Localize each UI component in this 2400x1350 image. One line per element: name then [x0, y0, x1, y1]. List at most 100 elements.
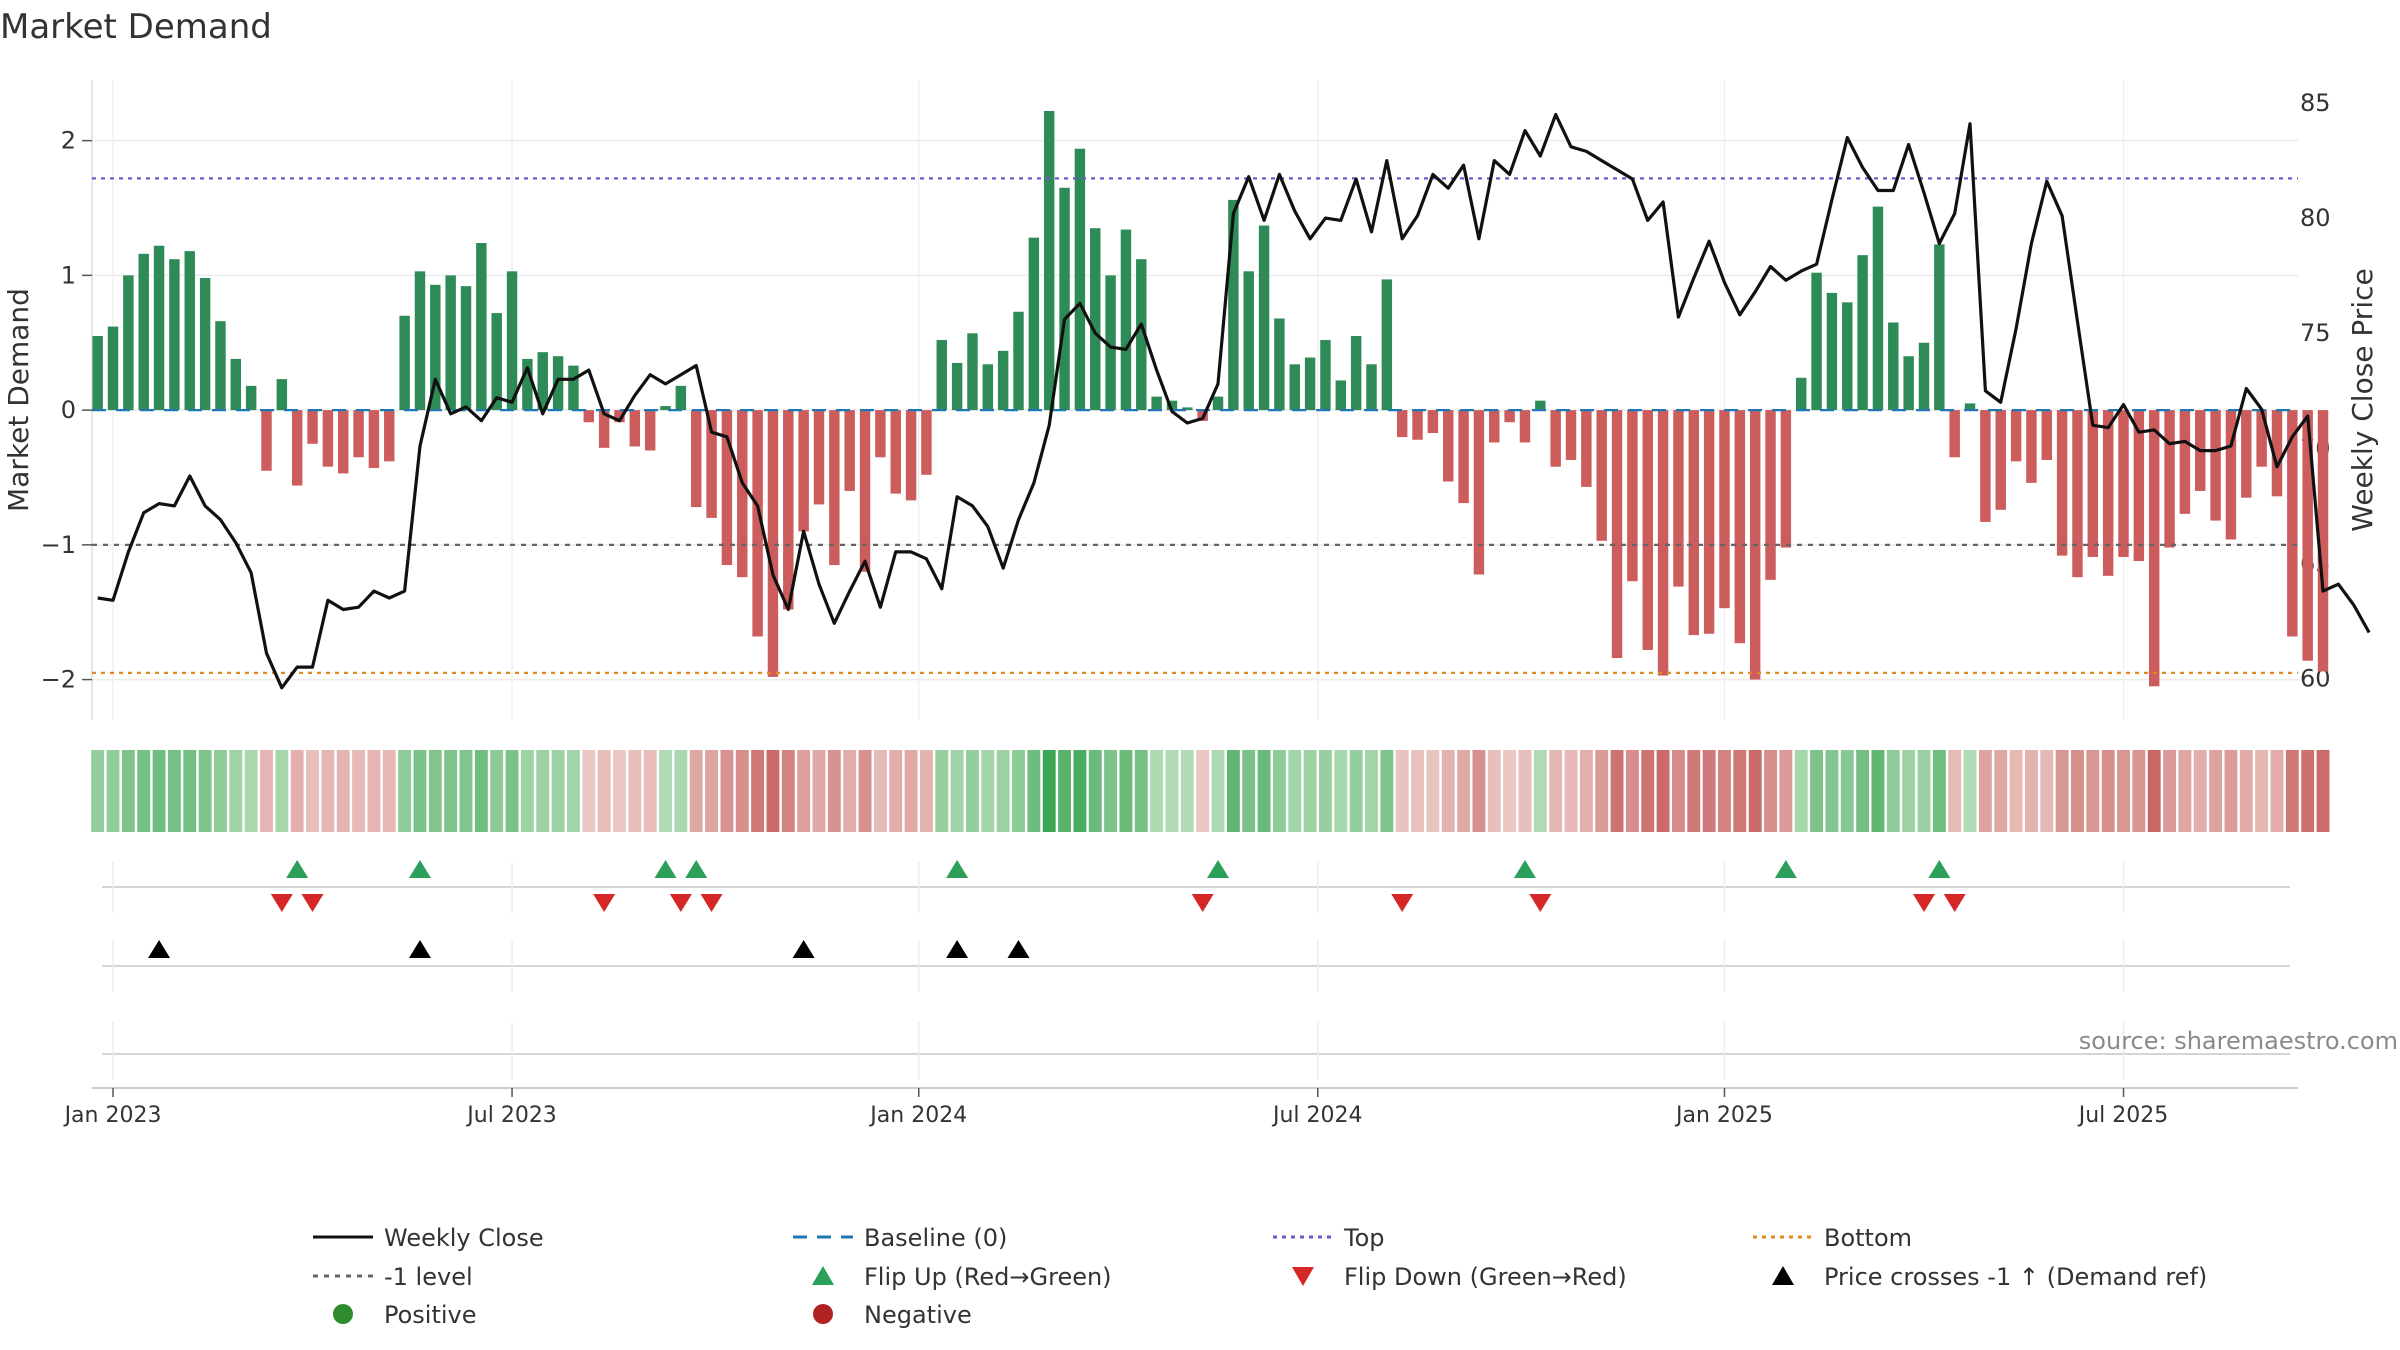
x-tick-label: Jul 2023: [465, 1103, 557, 1128]
positive-demand-bar: [230, 358, 242, 411]
positive-demand-bar: [982, 364, 994, 411]
positive-demand-bar: [1074, 148, 1086, 411]
legend-swatch: [333, 1304, 353, 1324]
negative-demand-bar: [2118, 410, 2129, 557]
negative-demand-bar: [261, 410, 272, 471]
positive-demand-bar: [660, 406, 671, 411]
heat-cell: [996, 750, 1010, 832]
heat-cell: [1886, 750, 1900, 832]
demand-heat-strip: [91, 750, 2330, 832]
y-tick-label: 0: [61, 396, 76, 424]
negative-demand-bar: [905, 410, 917, 501]
negative-demand-bar: [307, 410, 318, 444]
legend-label: Bottom: [1824, 1224, 1912, 1252]
negative-demand-bar: [2210, 410, 2221, 521]
flip-up-marker: [946, 860, 969, 878]
negative-demand-bar: [2102, 410, 2114, 576]
price-cross-marker: [408, 940, 431, 958]
positive-demand-bar: [107, 326, 119, 411]
heat-cell: [2009, 750, 2023, 832]
negative-demand-bar: [1443, 410, 1454, 482]
negative-demand-bar: [368, 410, 380, 469]
heat-cell: [1104, 750, 1118, 832]
negative-demand-bar: [1427, 410, 1439, 434]
positive-demand-bar: [1090, 228, 1101, 411]
heat-cell: [1871, 750, 1885, 832]
negative-demand-bar: [1642, 410, 1653, 650]
legend-item: Flip Up (Red→Green): [812, 1263, 1112, 1291]
negative-demand-bar: [1396, 410, 1408, 438]
heat-cell: [1073, 750, 1087, 832]
heat-cell: [2086, 750, 2100, 832]
heat-cell: [827, 750, 841, 832]
positive-demand-bar: [1243, 271, 1254, 411]
positive-demand-bar: [153, 245, 165, 411]
flip-down-marker: [593, 894, 616, 912]
legend-swatch: [1292, 1267, 1314, 1286]
heat-cell: [1457, 750, 1471, 832]
heat-cell: [2193, 750, 2207, 832]
heat-cell: [966, 750, 979, 832]
source-note: source: sharemaestro.com: [2079, 1027, 2398, 1055]
legend-label: Positive: [384, 1301, 477, 1329]
heat-cell: [873, 750, 887, 832]
heat-cell: [1211, 750, 1225, 832]
negative-demand-bar: [2133, 410, 2145, 562]
negative-demand-bar: [2271, 410, 2283, 497]
heat-cell: [1027, 750, 1041, 832]
legend-swatch: [813, 1304, 833, 1324]
positive-demand-bar: [1151, 396, 1162, 411]
flip-down-marker: [301, 894, 324, 912]
heat-cell: [1518, 750, 1532, 832]
flip-up-marker: [1774, 860, 1797, 878]
y-axis-label: Market Demand: [2, 288, 35, 512]
negative-demand-bar: [690, 410, 702, 508]
negative-demand-bar: [583, 410, 595, 423]
heat-cell: [1303, 750, 1317, 832]
heat-cell: [1088, 750, 1102, 832]
legend-item: Top: [1273, 1224, 1385, 1252]
positive-demand-bar: [1934, 244, 1945, 411]
heat-cell: [1656, 750, 1670, 832]
heat-cell: [1012, 750, 1025, 832]
heat-cell: [597, 750, 611, 832]
price-cross-marker: [1007, 940, 1030, 958]
heat-cell: [2255, 750, 2269, 832]
negative-demand-bar: [2225, 410, 2237, 540]
heat-cell: [1150, 750, 1164, 832]
heat-cell: [2071, 750, 2084, 832]
heat-cell: [674, 750, 688, 832]
positive-demand-bar: [399, 315, 410, 411]
positive-demand-bar: [123, 275, 134, 411]
flip-down-marker: [1529, 894, 1552, 912]
negative-demand-bar: [2179, 410, 2191, 514]
legend: Weekly Close Baseline (0) Top Bottom -1 leve…: [313, 1224, 2207, 1329]
heat-cell: [1319, 750, 1332, 832]
heat-cell: [459, 750, 473, 832]
flip-up-marker: [1207, 860, 1230, 878]
heat-cell: [2117, 750, 2130, 832]
heat-cell: [1702, 750, 1716, 832]
legend-label: Flip Up (Red→Green): [864, 1263, 1112, 1291]
positive-demand-bar: [1366, 364, 1377, 411]
price-cross-marker: [946, 940, 969, 958]
negative-demand-bar: [1412, 410, 1423, 440]
positive-demand-bar: [169, 259, 180, 411]
positive-demand-bar: [1918, 342, 1930, 411]
negative-demand-bar: [1703, 410, 1715, 634]
positive-demand-bar: [460, 286, 472, 411]
heat-cell: [1441, 750, 1455, 832]
y-tick-label: 2: [61, 127, 76, 155]
positive-demand-bar: [675, 385, 687, 411]
heat-cell: [2147, 750, 2161, 832]
y2-tick-label: 85: [2300, 89, 2331, 117]
heat-cell: [858, 750, 872, 832]
positive-demand-bar: [1535, 400, 1546, 411]
heat-cell: [1042, 750, 1056, 832]
positive-demand-bar: [445, 275, 456, 411]
heat-cell: [2316, 750, 2330, 832]
positive-demand-bar: [1043, 110, 1055, 411]
negative-demand-bar: [1627, 410, 1638, 582]
y-tick-label: −2: [41, 666, 76, 694]
